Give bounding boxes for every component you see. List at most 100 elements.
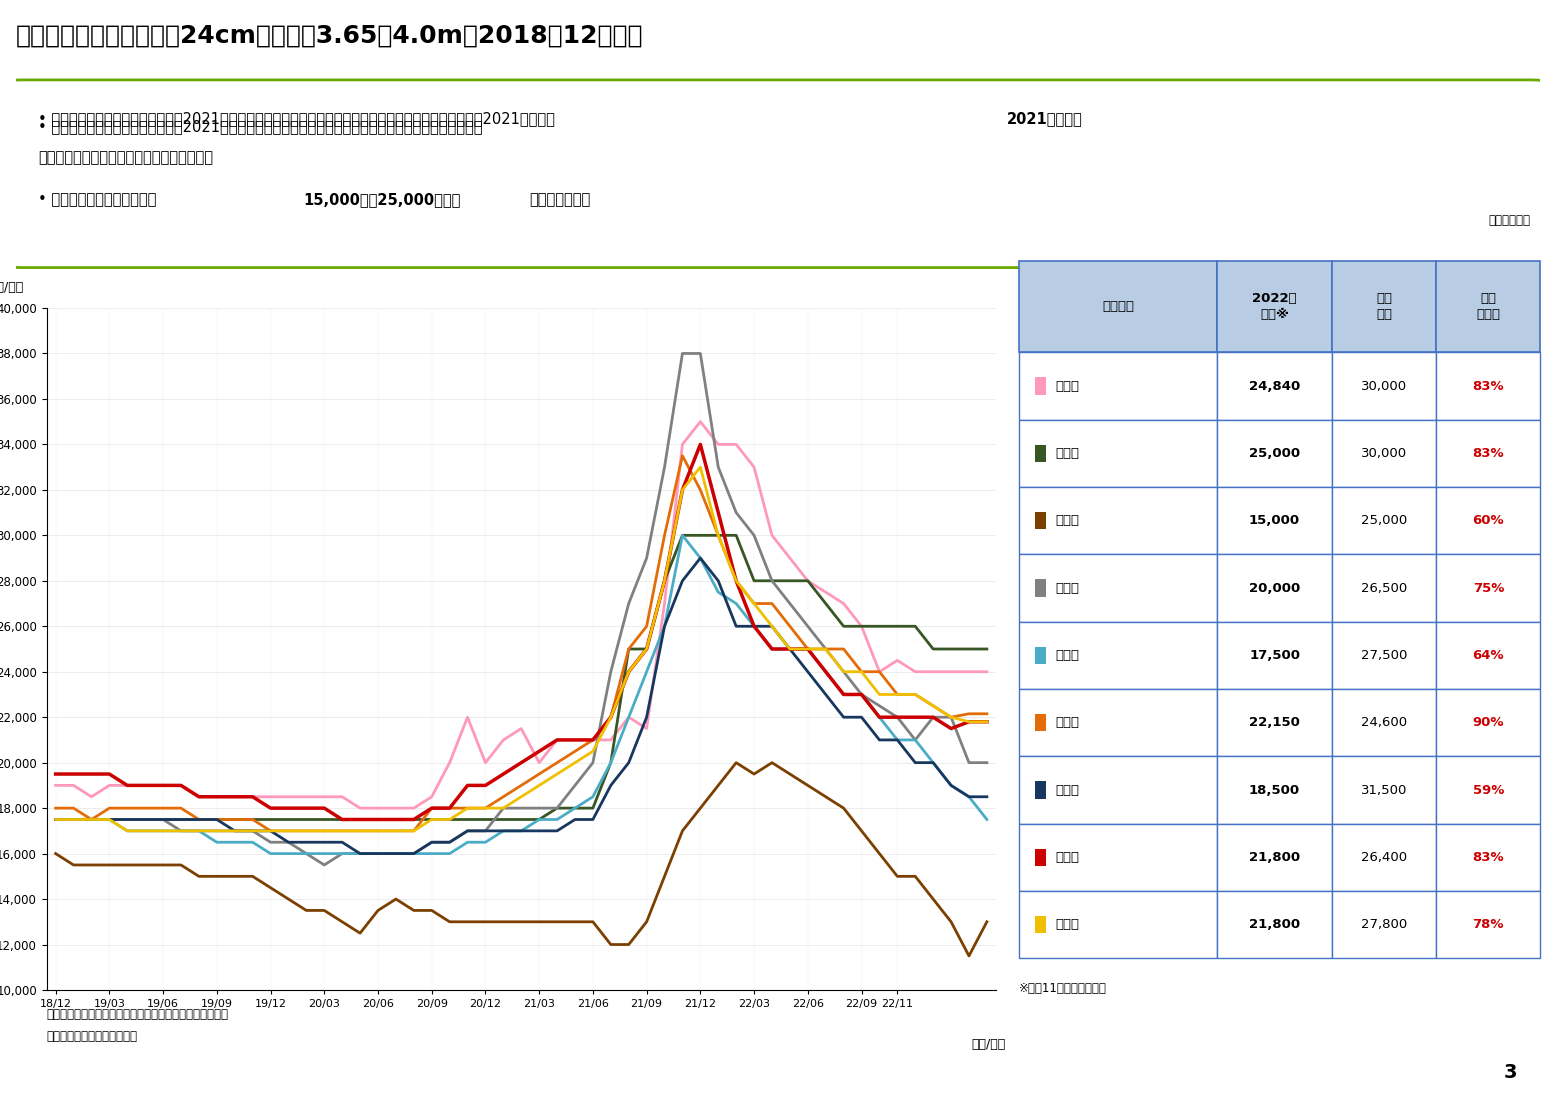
Text: • ヒノキにおいてもスギと同様に、2021年４月以降、価格が大きく上昇。その後下落傾向に転じているが、: • ヒノキにおいてもスギと同様に、2021年４月以降、価格が大きく上昇。その後下… (39, 120, 482, 134)
Text: 前と比較すると全般的に高い水準で推移。: 前と比較すると全般的に高い水準で推移。 (39, 151, 213, 165)
Bar (1332, 689, 1436, 757)
Bar (1332, 487, 1436, 554)
Text: • 直近のヒノキ原木価格は、: • 直近のヒノキ原木価格は、 (39, 192, 157, 208)
Bar (1436, 352, 1540, 420)
Bar (1217, 621, 1332, 689)
Bar (1019, 757, 1217, 824)
Bar (1436, 262, 1540, 352)
Text: 注：都道府県が選定した特定の原木市場・共販所の価格。: 注：都道府県が選定した特定の原木市場・共販所の価格。 (47, 1008, 229, 1021)
Bar (1332, 621, 1436, 689)
Bar (1035, 714, 1046, 732)
Bar (1217, 689, 1332, 757)
Bar (1436, 554, 1540, 621)
Bar (1019, 352, 1217, 420)
Text: イ　ヒノキ（全国）　径24cm程度、長3.65〜4.0m（2018年12月〜）: イ ヒノキ（全国） 径24cm程度、長3.65〜4.0m（2018年12月〜） (16, 24, 643, 47)
Text: 27,500: 27,500 (1362, 649, 1407, 662)
Bar (1217, 554, 1332, 621)
Text: 岡山県: 岡山県 (1055, 582, 1080, 595)
Text: 25,000: 25,000 (1362, 514, 1407, 527)
Bar (1332, 262, 1436, 352)
Bar (1217, 824, 1332, 891)
Text: となっている。: となっている。 (529, 192, 591, 208)
Text: （円/㎥）: （円/㎥） (0, 282, 23, 295)
Bar (1436, 487, 1540, 554)
Text: 広島県: 広島県 (1055, 649, 1080, 662)
Text: 90%: 90% (1472, 716, 1505, 729)
Bar (1332, 420, 1436, 487)
Text: 24,600: 24,600 (1362, 716, 1407, 729)
Bar (1035, 512, 1046, 529)
Text: 17,500: 17,500 (1249, 649, 1301, 662)
Text: 都道府県: 都道府県 (1102, 300, 1134, 313)
Text: 15,000円〜25,000円／㎥: 15,000円〜25,000円／㎥ (303, 192, 461, 208)
Text: • ヒノキにおいてもスギと同様に、2021年４月以降、価格が大きく上昇。その後下落傾向に転じているが、2021年３月以: • ヒノキにおいてもスギと同様に、2021年４月以降、価格が大きく上昇。その後下… (39, 112, 555, 126)
Bar (1217, 891, 1332, 958)
Bar (1436, 891, 1540, 958)
Bar (1035, 848, 1046, 866)
Text: 83%: 83% (1472, 850, 1505, 864)
Bar (1436, 689, 1540, 757)
FancyBboxPatch shape (8, 80, 1545, 267)
Text: 2022年
直近※: 2022年 直近※ (1253, 293, 1296, 321)
Text: 21,800: 21,800 (1249, 918, 1301, 932)
Bar (1035, 580, 1046, 597)
Text: 30,000: 30,000 (1362, 447, 1407, 460)
Bar (1019, 554, 1217, 621)
Bar (1436, 621, 1540, 689)
Text: 26,500: 26,500 (1362, 582, 1407, 595)
Text: 大分県: 大分県 (1055, 918, 1080, 932)
Bar (1217, 352, 1332, 420)
Bar (1035, 377, 1046, 395)
Text: 83%: 83% (1472, 447, 1505, 460)
Bar (1035, 781, 1046, 799)
Text: 静岡県: 静岡県 (1055, 447, 1080, 460)
Text: 3: 3 (1503, 1063, 1517, 1082)
Text: 愛媛県: 愛媛県 (1055, 716, 1080, 729)
Bar (1332, 352, 1436, 420)
Text: 18,500: 18,500 (1249, 783, 1301, 796)
Bar (1035, 647, 1046, 664)
Text: 資料：林野庁木材産業課調べ: 資料：林野庁木材産業課調べ (47, 1030, 137, 1043)
Bar (1332, 824, 1436, 891)
Text: 栃木県: 栃木県 (1055, 379, 1080, 393)
Text: 前年
同期: 前年 同期 (1376, 293, 1393, 321)
Bar (1436, 420, 1540, 487)
Text: 64%: 64% (1472, 649, 1505, 662)
Bar (1332, 757, 1436, 824)
Text: 27,800: 27,800 (1362, 918, 1407, 932)
Text: 26,400: 26,400 (1362, 850, 1407, 864)
Bar (1332, 554, 1436, 621)
Text: 83%: 83% (1472, 379, 1505, 393)
Bar (1217, 757, 1332, 824)
Bar (1436, 824, 1540, 891)
Text: 20,000: 20,000 (1249, 582, 1301, 595)
Bar (1436, 757, 1540, 824)
Bar (1019, 891, 1217, 958)
Bar (1019, 824, 1217, 891)
Text: 高知県: 高知県 (1055, 783, 1080, 796)
Text: 2021年３月以: 2021年３月以 (1007, 112, 1083, 126)
Text: 75%: 75% (1472, 582, 1505, 595)
Bar (1217, 420, 1332, 487)
Text: 30,000: 30,000 (1362, 379, 1407, 393)
Bar (1217, 487, 1332, 554)
Bar (1332, 891, 1436, 958)
Bar (1035, 916, 1046, 934)
Text: 78%: 78% (1472, 918, 1505, 932)
Text: （年/月）: （年/月） (971, 1037, 1005, 1050)
Text: 熊本県: 熊本県 (1055, 850, 1080, 864)
Bar (1217, 262, 1332, 352)
Text: 22,150: 22,150 (1249, 716, 1299, 729)
Bar (1019, 487, 1217, 554)
Text: 24,840: 24,840 (1249, 379, 1301, 393)
Text: 25,000: 25,000 (1249, 447, 1301, 460)
Text: ※各県11月の値を使用。: ※各県11月の値を使用。 (1019, 982, 1106, 996)
Text: （単位：円）: （単位：円） (1488, 213, 1530, 227)
Text: 兵庫県: 兵庫県 (1055, 514, 1080, 527)
Bar (1019, 621, 1217, 689)
Text: 15,000: 15,000 (1249, 514, 1301, 527)
Text: 31,500: 31,500 (1362, 783, 1407, 796)
Text: 前年
同期比: 前年 同期比 (1477, 293, 1500, 321)
Bar (1019, 262, 1217, 352)
Bar (1035, 444, 1046, 462)
